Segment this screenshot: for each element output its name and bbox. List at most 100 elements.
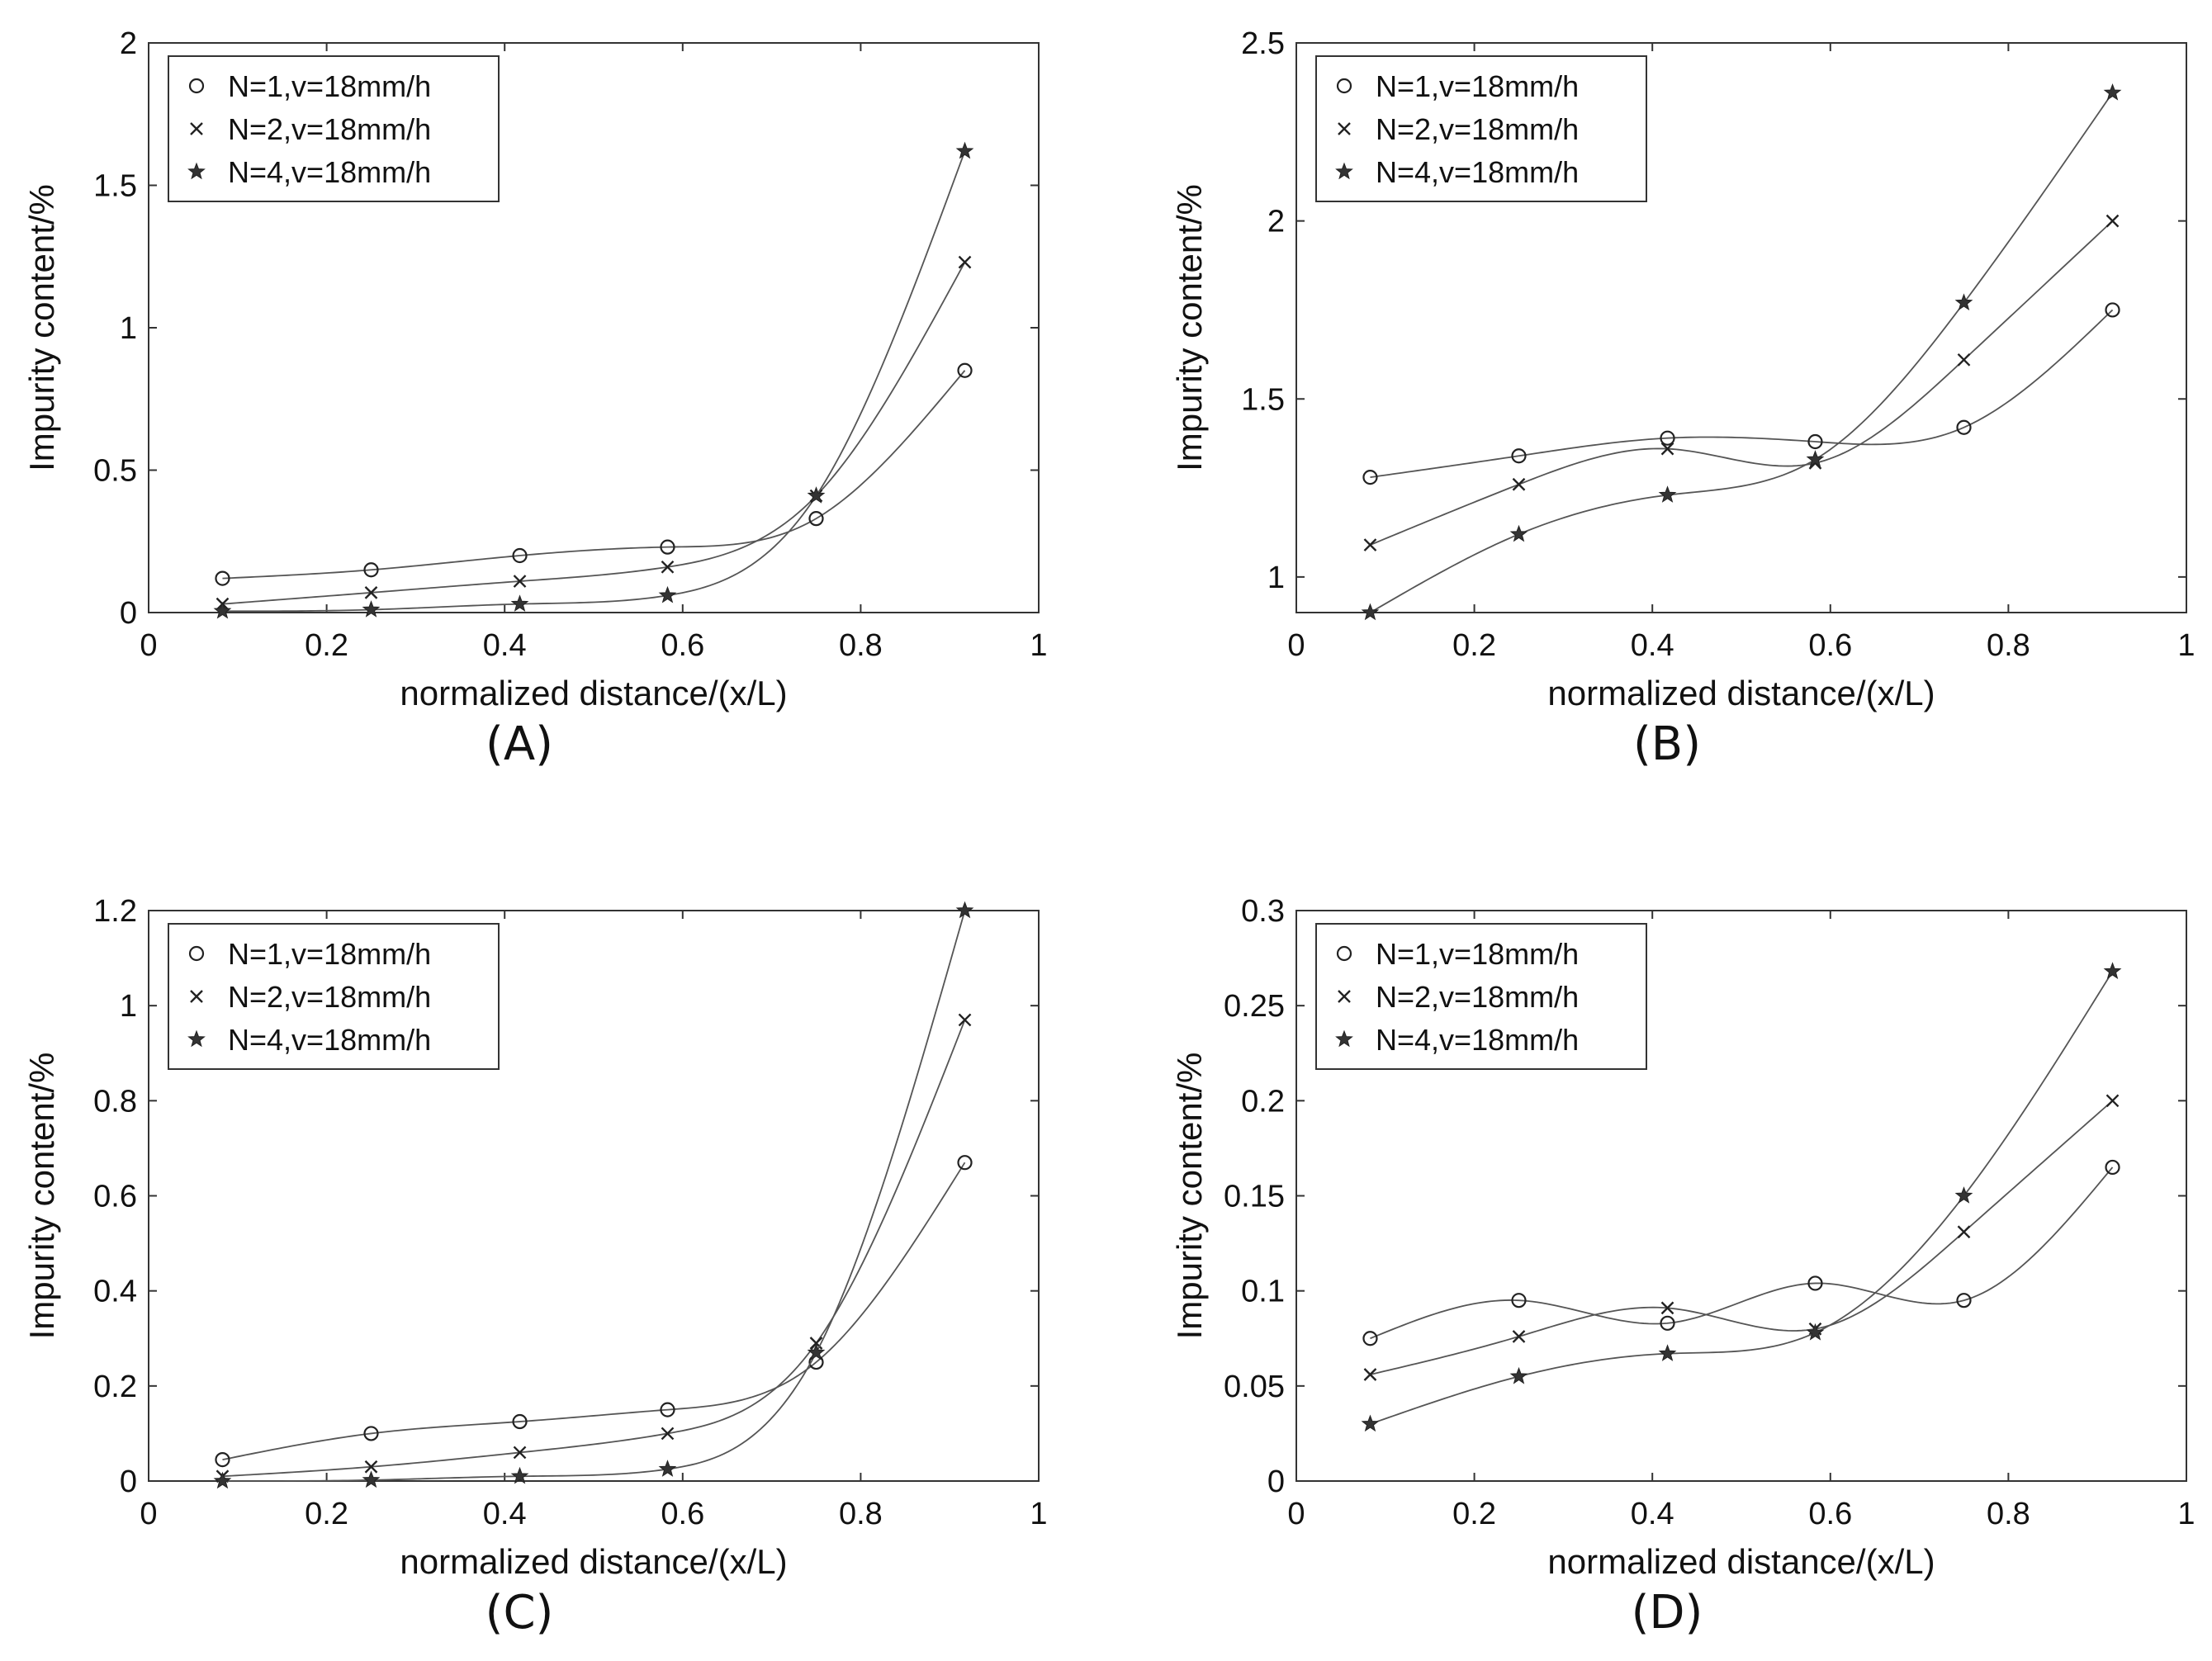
x-tick-label: 0.6 <box>661 628 704 663</box>
x-tick-label: 0.6 <box>1808 1497 1852 1531</box>
series-line-2 <box>222 150 966 613</box>
data-point-1-1 <box>1512 477 1526 491</box>
chart-panel-1: 0 0.2 0.4 0.6 0.8 1 1 1.5 2 2.5 normalized distanc… <box>1170 26 2195 771</box>
legend-entry: N=4,v=18mm/h <box>228 1023 431 1057</box>
y-tick-label: 0 <box>120 596 137 631</box>
data-point-1-2 <box>1660 1301 1674 1315</box>
x-tick-label: 0.8 <box>1987 1497 2030 1531</box>
data-point-0-5 <box>2105 302 2120 318</box>
x-tick-label: 0.2 <box>305 628 348 663</box>
data-point-2-0 <box>1361 603 1380 621</box>
data-point-1-1 <box>364 586 378 599</box>
data-point-0-2 <box>1660 430 1675 446</box>
y-axis-label: Impurity content/% <box>1170 184 1209 471</box>
legend-entry: N=2,v=18mm/h <box>228 980 431 1014</box>
y-tick-label: 0.4 <box>93 1275 137 1309</box>
y-axis-label: Impurity content/% <box>22 1053 61 1340</box>
data-point-2-1 <box>1509 1366 1528 1384</box>
y-tick-label: 0.25 <box>1224 989 1285 1024</box>
x-tick-label: 0.8 <box>839 1497 883 1531</box>
data-point-2-2 <box>1658 1344 1677 1361</box>
y-tick-label: 0.1 <box>1241 1275 1285 1309</box>
series-line-2 <box>222 910 966 1482</box>
y-tick-label: 1.5 <box>1241 382 1285 417</box>
data-point-0-2 <box>512 547 528 564</box>
y-tick-label: 0.15 <box>1224 1180 1285 1214</box>
legend-box <box>1315 55 1647 202</box>
legend-marker-2 <box>187 162 206 180</box>
legend-marker-0 <box>1336 78 1352 94</box>
x-tick-label: 0.4 <box>1631 1497 1674 1531</box>
x-tick-label: 0 <box>140 1497 157 1531</box>
legend-marker-2 <box>187 1029 206 1048</box>
data-point-2-3 <box>1806 1323 1825 1341</box>
legend: N=1,v=18mm/h N=2,v=18mm/h N=4,v=18mm/h <box>1315 923 1647 1070</box>
data-point-0-4 <box>1956 419 1972 435</box>
y-tick-label: 0.6 <box>93 1180 137 1214</box>
data-point-2-0 <box>213 601 232 619</box>
panel-label: (A) <box>486 717 553 771</box>
data-point-0-3 <box>1807 1275 1823 1291</box>
data-point-2-4 <box>1954 1186 1973 1204</box>
legend-entry: N=1,v=18mm/h <box>228 69 431 103</box>
y-tick-label: 1 <box>1267 561 1285 595</box>
data-point-2-1 <box>362 600 381 618</box>
data-point-0-0 <box>1362 1331 1378 1346</box>
legend-marker-1 <box>190 990 203 1003</box>
x-tick-label: 0.2 <box>1452 1497 1496 1531</box>
chart-panel-2: 0 0.2 0.4 0.6 0.8 1 0 0.2 0.4 0.6 0.8 1 1.2 normalize… <box>22 894 1048 1640</box>
legend-entry: N=4,v=18mm/h <box>228 155 431 189</box>
data-point-2-5 <box>955 141 974 159</box>
data-point-2-2 <box>1658 485 1677 503</box>
x-axis-label: normalized distance/(x/L) <box>400 1542 787 1581</box>
data-point-2-0 <box>213 1471 232 1489</box>
x-tick-label: 1 <box>2177 1497 2195 1531</box>
series-line-0 <box>1370 1166 2114 1340</box>
legend: N=1,v=18mm/h N=2,v=18mm/h N=4,v=18mm/h <box>1315 55 1647 202</box>
data-point-2-2 <box>510 1466 529 1484</box>
x-tick-label: 0 <box>1287 628 1305 663</box>
panel-label: (D) <box>1632 1586 1703 1640</box>
data-point-0-5 <box>2105 1159 2120 1176</box>
data-point-0-4 <box>808 511 824 527</box>
legend: N=1,v=18mm/h N=2,v=18mm/h N=4,v=18mm/h <box>168 55 500 202</box>
legend-entry: N=4,v=18mm/h <box>1376 1023 1579 1057</box>
series-line-1 <box>1370 1100 2114 1375</box>
series-line-0 <box>1370 309 2114 479</box>
series-line-2 <box>1370 92 2114 613</box>
y-tick-label: 0.8 <box>93 1084 137 1119</box>
data-point-2-5 <box>955 901 974 919</box>
panel-label: (C) <box>486 1586 554 1640</box>
x-tick-label: 0 <box>1287 1497 1305 1531</box>
y-tick-label: 0.05 <box>1224 1370 1285 1404</box>
data-point-0-5 <box>957 362 973 378</box>
data-point-1-5 <box>958 1013 972 1027</box>
x-tick-label: 0.4 <box>483 1497 527 1531</box>
y-tick-label: 2 <box>120 26 137 61</box>
y-tick-label: 1.5 <box>93 169 137 204</box>
panel-label: (B) <box>1633 717 1701 771</box>
data-point-2-1 <box>1509 524 1528 542</box>
data-point-2-4 <box>807 1343 826 1361</box>
legend-entry: N=4,v=18mm/h <box>1376 155 1579 189</box>
data-point-1-5 <box>2105 214 2120 228</box>
data-point-2-3 <box>658 1460 677 1477</box>
x-tick-label: 0.2 <box>1452 628 1496 663</box>
series-line-0 <box>222 370 966 580</box>
data-point-2-1 <box>362 1470 381 1488</box>
legend-marker-1 <box>190 122 203 135</box>
series-line-1 <box>222 262 966 605</box>
data-point-0-2 <box>512 1413 528 1430</box>
data-point-0-2 <box>1660 1315 1675 1331</box>
x-axis-label: normalized distance/(x/L) <box>400 674 787 712</box>
chart-panel-0: 0 0.2 0.4 0.6 0.8 1 0 0.5 1 1.5 2 normalized distan… <box>22 26 1048 771</box>
legend-entry: N=2,v=18mm/h <box>228 112 431 146</box>
data-point-2-2 <box>510 594 529 612</box>
legend-marker-1 <box>1338 122 1351 135</box>
data-point-1-2 <box>513 1446 527 1460</box>
y-tick-label: 0.3 <box>1241 894 1285 929</box>
legend: N=1,v=18mm/h N=2,v=18mm/h N=4,v=18mm/h <box>168 923 500 1070</box>
x-axis-label: normalized distance/(x/L) <box>1547 674 1935 712</box>
y-tick-label: 1 <box>120 989 137 1024</box>
